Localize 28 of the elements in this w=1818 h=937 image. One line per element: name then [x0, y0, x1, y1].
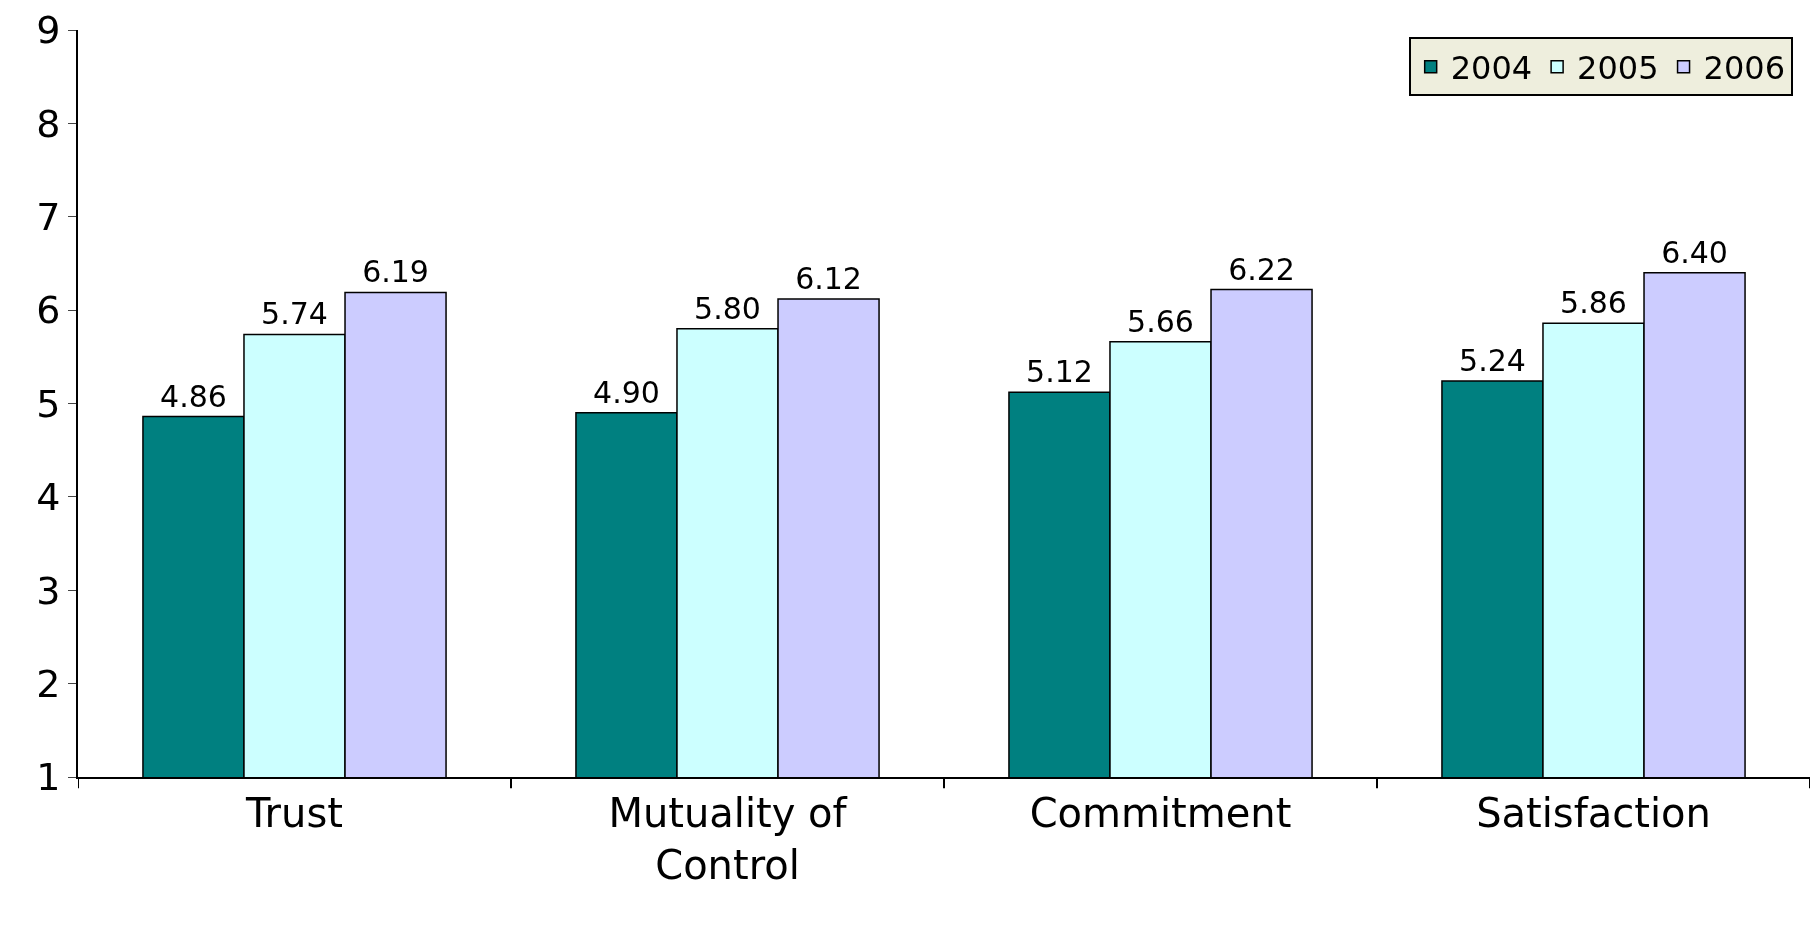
data-label: 6.40: [1661, 234, 1728, 270]
data-label: 5.12: [1026, 354, 1093, 390]
y-tick-label: 8: [36, 101, 61, 146]
legend-label: 2004: [1450, 49, 1533, 88]
y-tick-label: 9: [36, 8, 61, 53]
y-tick-label: 2: [36, 661, 61, 706]
data-label: 5.80: [694, 290, 761, 326]
y-tick-label: 3: [36, 568, 61, 613]
y-tick-label: 7: [36, 195, 61, 240]
data-label: 6.22: [1228, 251, 1295, 287]
y-tick-label: 6: [36, 288, 61, 333]
y-tick-label: 4: [36, 475, 61, 520]
data-label: 6.19: [362, 254, 429, 290]
y-tick-label: 1: [36, 755, 61, 800]
data-label: 5.86: [1560, 285, 1627, 321]
x-tick-label: Trust: [245, 790, 343, 836]
legend-label: 2005: [1577, 49, 1659, 88]
x-tick-label: Mutuality of Control: [608, 790, 848, 888]
data-label: 5.74: [261, 296, 328, 332]
legend-label: 2006: [1703, 49, 1785, 88]
x-tick-label: Commitment: [1029, 790, 1292, 836]
x-tick-label: Satisfaction: [1476, 790, 1711, 836]
y-tick-label: 5: [36, 381, 61, 426]
data-label: 4.86: [160, 378, 227, 414]
data-label: 4.90: [593, 374, 660, 410]
data-label: 5.24: [1459, 343, 1526, 379]
data-label: 6.12: [795, 260, 862, 296]
data-label: 5.66: [1127, 303, 1194, 339]
